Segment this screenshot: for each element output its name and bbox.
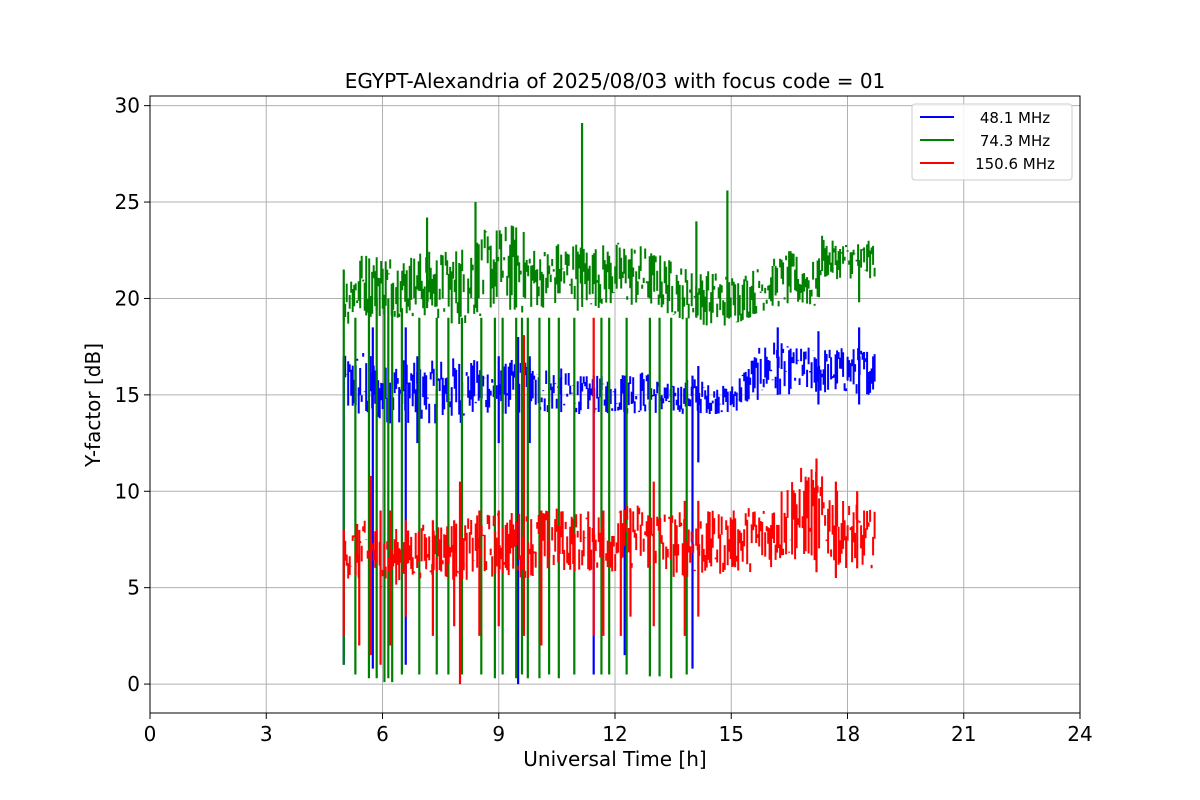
x-tick-label: 3	[260, 722, 273, 746]
x-tick-label: 24	[1067, 722, 1092, 746]
series-1	[342, 122, 876, 683]
y-tick-label: 10	[115, 479, 140, 503]
x-tick-label: 18	[835, 722, 860, 746]
legend-label-48mhz: 48.1 MHz	[980, 109, 1050, 127]
y-tick-label: 15	[115, 383, 140, 407]
series-2	[342, 317, 876, 685]
ticks: 0 3 6 9 12 15 18 21 24 0 5 10 15 20 25 30	[115, 94, 1093, 746]
legend-box	[911, 103, 1073, 181]
legend-label-74mhz: 74.3 MHz	[980, 132, 1050, 150]
y-axis-label: Y-factor [dB]	[81, 343, 105, 468]
x-tick-label: 9	[492, 722, 505, 746]
y-tick-label: 5	[127, 576, 140, 600]
y-tick-label: 20	[115, 286, 140, 310]
legend-label-150mhz: 150.6 MHz	[975, 155, 1055, 173]
y-tick-label: 30	[115, 94, 140, 118]
x-tick-label: 15	[719, 722, 744, 746]
y-tick-label: 25	[115, 190, 140, 214]
x-tick-label: 12	[602, 722, 627, 746]
y-tick-label: 0	[127, 672, 140, 696]
chart-title: EGYPT-Alexandria of 2025/08/03 with focu…	[345, 69, 886, 93]
x-tick-label: 21	[951, 722, 976, 746]
x-axis-label: Universal Time [h]	[523, 747, 706, 771]
x-tick-label: 6	[376, 722, 389, 746]
x-tick-label: 0	[144, 722, 157, 746]
series-layer	[342, 122, 876, 685]
legend: 48.1 MHz 74.3 MHz 150.6 MHz	[911, 103, 1073, 181]
